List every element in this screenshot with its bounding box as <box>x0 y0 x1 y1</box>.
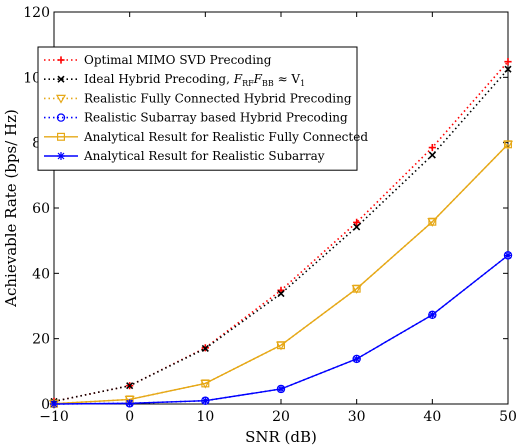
x-tick-label: 10 <box>196 409 214 425</box>
legend-label: Optimal MIMO SVD Precoding <box>84 53 272 67</box>
legend-label-part: BB <box>262 79 274 88</box>
data-point <box>277 341 286 350</box>
legend-label-part: 1 <box>300 79 305 88</box>
legend-entry: Realistic Fully Connected Hybrid Precodi… <box>44 91 352 105</box>
data-point <box>504 58 512 66</box>
y-tick-label: 0 <box>41 397 50 413</box>
data-point <box>125 399 134 408</box>
y-tick-label: 60 <box>32 201 50 217</box>
data-point <box>428 151 436 159</box>
legend-marker <box>56 113 66 122</box>
legend-box <box>37 46 358 171</box>
legend-label-part: F <box>253 72 263 86</box>
y-tick-label: 120 <box>23 5 50 21</box>
legend: Optimal MIMO SVD Precoding Ideal Hybrid P… <box>37 46 368 171</box>
data-point <box>201 344 209 353</box>
data-point <box>352 284 361 293</box>
data-point <box>428 217 437 226</box>
data-point <box>50 400 58 408</box>
data-point <box>277 384 285 393</box>
legend-label: Realistic Subarray based Hybrid Precodin… <box>84 111 348 125</box>
legend-label-part: RF <box>242 79 254 88</box>
x-tick-label: −10 <box>39 409 69 425</box>
data-point <box>353 218 361 226</box>
data-point <box>428 143 436 152</box>
legend-marker <box>57 75 65 83</box>
legend-label: Ideal Hybrid Precoding, FRFFBB ≈ V1 <box>84 72 305 88</box>
data-point <box>201 379 210 388</box>
legend-label-part: ≈ V <box>274 72 301 86</box>
data-point <box>504 251 512 260</box>
x-tick-label: 40 <box>423 409 441 425</box>
x-tick-label: 30 <box>348 409 366 425</box>
x-tick-label: 20 <box>272 409 290 425</box>
legend-marker <box>57 152 65 160</box>
legend-label-part: Ideal Hybrid Precoding, <box>84 72 234 86</box>
legend-label: Analytical Result for Realistic Fully Co… <box>83 130 368 144</box>
x-tick-label: 50 <box>499 409 517 425</box>
legend-entry: Realistic Subarray based Hybrid Precodin… <box>44 111 348 125</box>
legend-marker <box>55 94 67 104</box>
legend-entry: Analytical Result for Realistic Fully Co… <box>44 130 368 144</box>
x-axis-label: SNR (dB) <box>245 428 317 446</box>
legend-marker <box>57 56 65 64</box>
y-tick-label: 40 <box>32 266 50 282</box>
data-point <box>277 290 285 298</box>
legend-label-part: F <box>233 72 243 86</box>
data-point <box>504 65 512 73</box>
y-axis-label: Achievable Rate (bps/ Hz) <box>2 109 20 308</box>
y-tick-label: 20 <box>32 332 50 348</box>
data-point <box>201 396 210 405</box>
series-6 <box>50 251 512 408</box>
legend-entry: Optimal MIMO SVD Precoding <box>44 53 272 67</box>
legend-label: Analytical Result for Realistic Subarray <box>83 149 325 163</box>
series-layer <box>48 58 514 409</box>
legend-marker <box>56 132 65 141</box>
data-point <box>428 310 437 319</box>
legend-entry: Analytical Result for Realistic Subarray <box>44 149 325 163</box>
series-2 <box>50 65 512 405</box>
data-point <box>352 354 361 363</box>
legend-label: Realistic Fully Connected Hybrid Precodi… <box>84 91 352 105</box>
x-tick-label: 0 <box>125 409 134 425</box>
legend-entry: Ideal Hybrid Precoding, FRFFBB ≈ V1 <box>44 72 305 88</box>
data-point <box>504 140 513 149</box>
data-point <box>126 382 134 390</box>
data-point <box>353 223 361 231</box>
